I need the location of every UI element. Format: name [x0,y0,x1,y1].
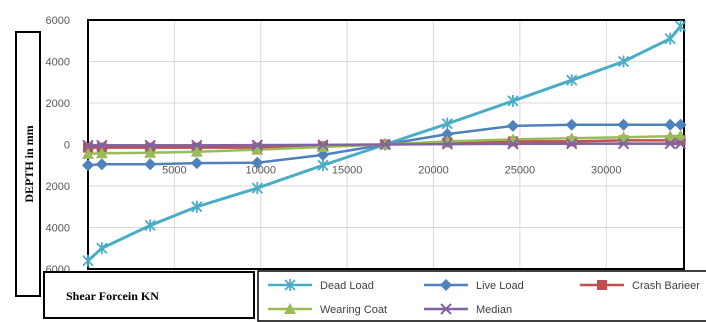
legend-marker [284,279,296,291]
data-point [565,118,578,131]
legend-marker [440,303,452,315]
data-point [251,139,264,151]
data-point [317,159,329,172]
data-point [674,20,687,33]
legend-item: Live Load [424,279,524,292]
legend-label: Crash Barieer [632,280,700,292]
data-point [617,55,630,68]
legend-label: Live Load [476,280,524,292]
data-point [190,145,203,157]
data-point [144,139,156,152]
data-point [83,142,93,153]
data-point [144,219,156,232]
data-point [507,138,519,150]
legend-item: Dead Load [268,279,374,292]
data-point [82,254,94,267]
y-axis-label-box [15,31,41,297]
legend-marker [284,303,296,314]
data-point [664,118,677,131]
data-point [664,137,676,150]
series-lines [82,20,687,267]
data-point [664,130,677,142]
data-point [674,118,687,131]
data-point [191,139,203,152]
y-tick-label: 0 [64,140,70,152]
data-point [82,147,94,159]
y-tick-label: 4000 [46,223,70,235]
legend-item: Crash Barieer [580,280,700,292]
y-tick-label: 2000 [46,181,70,193]
data-point [82,139,94,152]
data-point [507,94,519,107]
y-tick-label: 6000 [46,15,70,27]
data-point [95,158,108,171]
data-point [144,158,157,171]
x-tick-label: 30000 [591,165,622,177]
data-point [191,200,203,213]
y-axis-label: DEPTH in mm [22,125,36,202]
data-point [96,242,108,255]
x-axis-label-box [43,271,255,319]
series-median [82,137,687,152]
data-point [317,139,329,151]
data-point [82,159,94,172]
data-point [379,138,391,151]
legend-label: Median [476,304,512,316]
x-axis-label: Shear Forcein KN [66,289,159,303]
x-tick-label: 10000 [245,165,276,177]
legend-item: Wearing Coat [268,303,387,316]
tick-labels: 5000 10000 15000 20000 25000 3000060004000200… [46,15,622,276]
data-point [506,119,519,132]
data-point [664,32,676,45]
data-point [674,137,687,150]
legend-box [257,270,706,322]
x-tick-label: 25000 [505,165,536,177]
data-point [251,156,264,169]
data-point [617,118,630,131]
y-tick-label: 4000 [46,57,70,69]
x-tick-label: 15000 [332,165,363,177]
data-point [566,74,578,87]
legend-marker [597,280,607,290]
legend-item: Median [424,303,512,316]
legend: Dead Load Live Load Crash Barieer Wearing C… [268,279,700,316]
x-tick-label: 20000 [418,165,449,177]
legend-label: Dead Load [320,280,374,292]
x-tick-label: 5000 [162,165,186,177]
data-point [96,139,108,152]
legend-label: Wearing Coat [320,304,387,316]
data-point [674,129,687,141]
data-point [441,128,454,141]
data-point [251,182,263,195]
data-point [617,137,630,150]
data-point [441,117,453,130]
data-point [190,157,203,170]
legend-marker [440,279,452,291]
data-point [441,138,454,150]
data-point [566,137,578,150]
data-point [144,146,157,158]
data-point [251,143,264,155]
data-point [95,147,108,159]
y-tick-label: 2000 [46,98,70,110]
